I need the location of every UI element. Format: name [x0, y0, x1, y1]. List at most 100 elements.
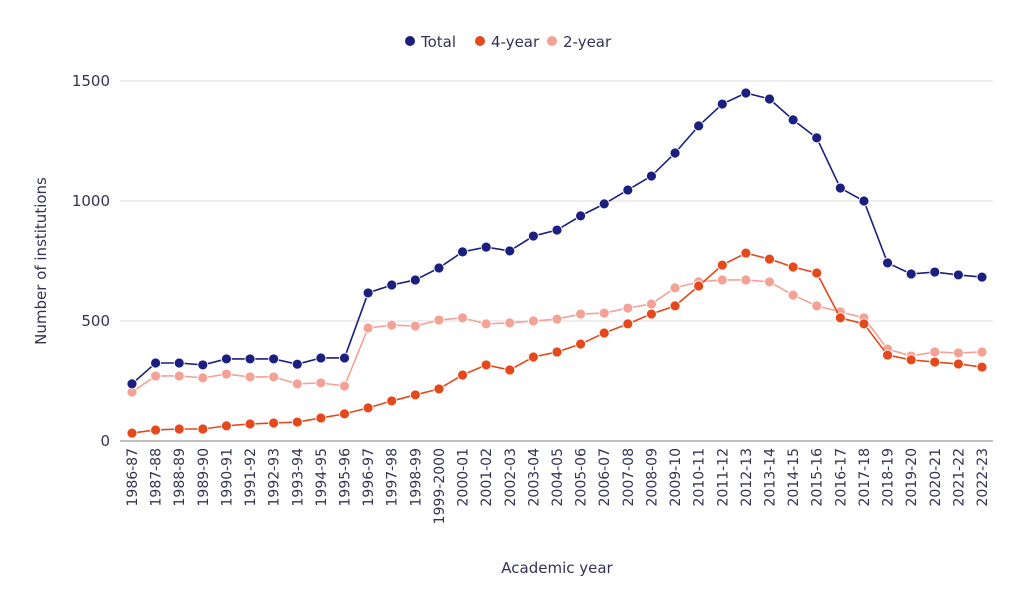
data-point [268, 371, 280, 383]
legend-marker [475, 36, 485, 46]
x-tick-label: 1995-96 [338, 448, 354, 507]
x-axis-ticks: 1986-87 1987-88 1988-89 1989-90 1990-91 1991-… [125, 448, 991, 524]
data-point [315, 412, 327, 424]
legend-label: 2-year [563, 33, 612, 51]
series-line [131, 252, 983, 434]
gridlines [120, 80, 993, 442]
data-point [197, 423, 209, 435]
data-point [480, 241, 492, 253]
x-tick-label: 2002-03 [503, 448, 519, 507]
data-point [834, 312, 846, 324]
x-tick-label: 1986-87 [125, 448, 141, 507]
legend-label: 4-year [491, 33, 540, 51]
data-point [527, 230, 539, 242]
data-point [291, 358, 303, 370]
data-point [433, 383, 445, 395]
data-point [433, 314, 445, 326]
data-point [339, 380, 350, 392]
series-2-year [126, 274, 988, 398]
data-point [527, 315, 539, 327]
data-point [787, 289, 799, 301]
data-point [527, 351, 539, 363]
x-tick-label: 1987-88 [149, 448, 165, 507]
data-point [504, 317, 516, 329]
data-point [952, 347, 964, 359]
data-point [693, 280, 705, 292]
data-point [598, 307, 610, 319]
data-point [622, 318, 634, 330]
x-tick-label: 1989-90 [196, 448, 212, 507]
x-tick-label: 2018-19 [881, 448, 897, 507]
data-point [504, 364, 516, 376]
data-point [221, 368, 232, 380]
y-tick-label: 500 [81, 312, 110, 330]
data-point [339, 352, 350, 364]
data-point [764, 253, 775, 265]
data-point [716, 274, 728, 286]
data-point [480, 359, 492, 371]
series-line [131, 92, 983, 385]
data-point [386, 279, 398, 291]
data-point [150, 357, 162, 369]
data-point [622, 184, 634, 196]
x-tick-label: 2006-07 [597, 448, 613, 507]
x-tick-label: 2001-02 [479, 448, 495, 507]
y-axis-title: Number of institutions [32, 177, 50, 345]
data-point [952, 269, 964, 281]
x-tick-label: 2010-11 [692, 448, 708, 507]
x-tick-label: 1991-92 [243, 448, 259, 507]
data-point [787, 261, 799, 273]
data-point [386, 319, 398, 331]
legend-item: 4-year [475, 33, 540, 51]
data-point [291, 416, 303, 428]
data-point [740, 274, 752, 286]
x-tick-label: 2017-18 [857, 448, 873, 507]
data-point [315, 352, 327, 364]
x-tick-label: 2013-14 [763, 448, 779, 507]
data-point [197, 372, 209, 384]
data-point [244, 353, 256, 365]
data-point [551, 224, 563, 236]
data-point [126, 378, 138, 390]
data-point [221, 353, 232, 365]
x-tick-label: 1990-91 [219, 448, 235, 507]
data-point [457, 369, 468, 381]
x-tick-label: 1999-2000 [432, 448, 448, 524]
x-tick-label: 2003-04 [526, 448, 542, 507]
data-point [858, 318, 870, 330]
x-tick-label: 1997-98 [385, 448, 401, 507]
data-point [811, 132, 823, 144]
data-point [740, 87, 752, 99]
data-point [409, 389, 421, 401]
legend-item: 2-year [547, 33, 612, 51]
data-point [882, 349, 893, 361]
data-point [362, 322, 374, 334]
data-point [433, 262, 445, 274]
data-point [457, 312, 468, 324]
y-tick-label: 0 [100, 432, 110, 450]
data-point [244, 371, 256, 383]
x-tick-label: 2009-10 [668, 448, 684, 507]
data-point [905, 268, 917, 280]
legend-item: Total [405, 33, 456, 51]
data-point [457, 246, 468, 258]
data-point [622, 302, 634, 314]
y-tick-label: 1000 [72, 192, 110, 210]
data-point [929, 356, 941, 368]
x-tick-label: 1996-97 [361, 448, 377, 507]
x-tick-label: 2022-23 [975, 448, 991, 507]
x-tick-label: 2000-01 [456, 448, 472, 507]
data-point [669, 300, 681, 312]
data-point [575, 308, 587, 320]
series-total [126, 87, 988, 390]
data-point [976, 346, 988, 358]
data-point [173, 370, 185, 382]
x-tick-label: 2012-13 [739, 448, 755, 507]
series-line [131, 279, 983, 393]
data-point [693, 120, 705, 132]
data-point [575, 210, 587, 222]
x-tick-label: 2011-12 [715, 448, 731, 507]
data-point [811, 267, 823, 279]
data-point [268, 417, 280, 429]
